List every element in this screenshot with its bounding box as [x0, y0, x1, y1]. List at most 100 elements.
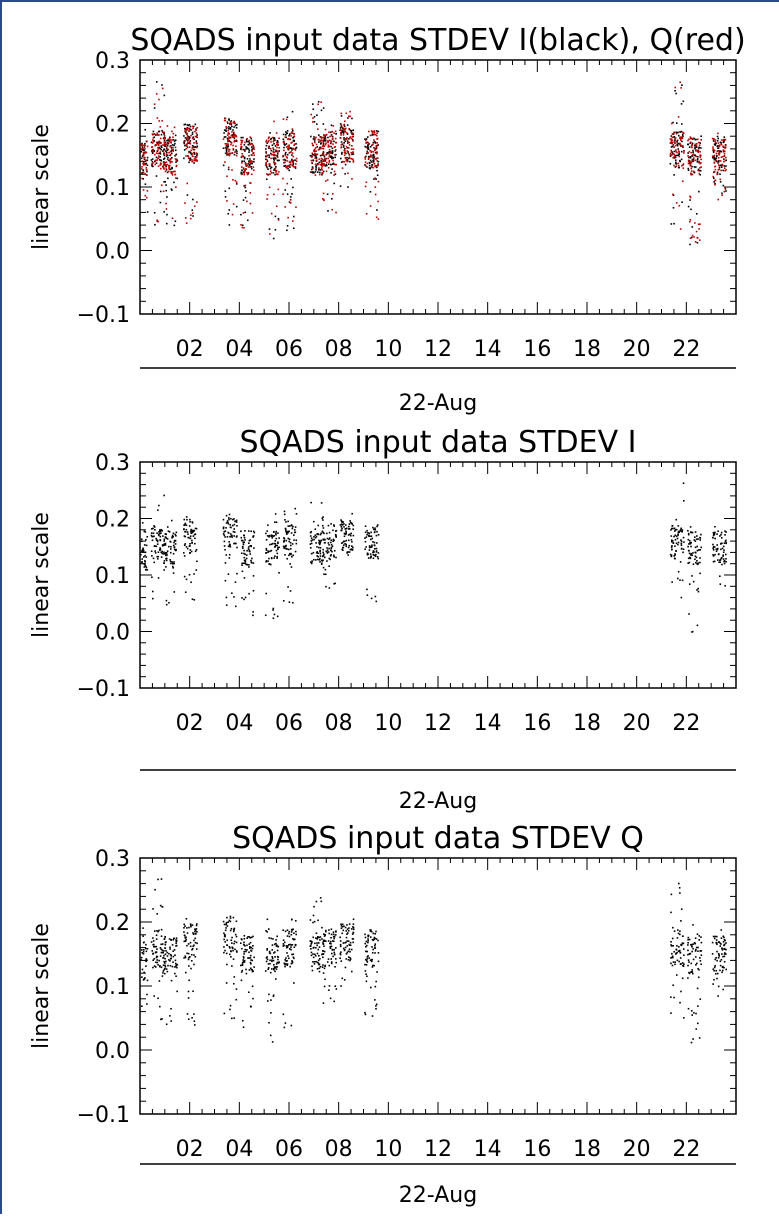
data-point [290, 524, 293, 526]
data-point [713, 531, 716, 534]
data-point [314, 141, 316, 144]
data-point [724, 953, 727, 955]
data-point [233, 976, 236, 978]
data-point [189, 521, 191, 523]
data-point [274, 162, 277, 165]
data-point [235, 154, 238, 157]
data-point [249, 947, 251, 950]
data-point [700, 166, 702, 168]
data-point [329, 151, 331, 153]
data-point [374, 177, 377, 179]
data-point [319, 555, 322, 557]
data-point [247, 172, 250, 175]
data-point [193, 1020, 196, 1023]
data-point [183, 123, 186, 126]
data-point [265, 960, 268, 963]
data-point [172, 938, 175, 941]
data-point [159, 529, 161, 532]
data-point [174, 158, 177, 160]
data-point [266, 198, 268, 200]
data-point [164, 145, 167, 147]
data-point [168, 952, 170, 955]
data-point [364, 548, 366, 551]
data-point [715, 157, 718, 159]
data-point [165, 167, 167, 169]
data-point [351, 523, 353, 525]
data-point [172, 136, 174, 139]
data-point [185, 138, 188, 141]
data-point [156, 117, 159, 119]
data-point [276, 552, 279, 555]
data-point [143, 566, 146, 568]
data-point [244, 539, 246, 541]
data-point [711, 941, 714, 944]
data-point [318, 954, 320, 957]
data-point [157, 141, 159, 144]
data-point [144, 947, 147, 950]
data-point [326, 537, 329, 540]
data-point [233, 132, 235, 135]
data-point [278, 137, 280, 140]
data-point [243, 156, 246, 159]
data-point [364, 156, 366, 159]
data-point [340, 529, 342, 532]
data-point [674, 963, 676, 966]
data-point [164, 533, 167, 535]
data-point [364, 158, 367, 160]
data-point [141, 561, 143, 564]
data-point [674, 166, 677, 168]
data-point [312, 520, 315, 523]
data-point [673, 535, 675, 538]
data-point [274, 544, 277, 547]
data-point [723, 943, 726, 946]
data-point [270, 534, 273, 537]
data-point [309, 531, 312, 534]
data-point [191, 131, 194, 134]
data-point [228, 154, 231, 157]
data-point [324, 138, 327, 141]
data-point [190, 528, 192, 531]
data-point [323, 155, 326, 158]
data-point [225, 982, 228, 984]
data-point [330, 172, 332, 174]
data-point [289, 525, 291, 527]
data-point [233, 126, 235, 128]
data-point [232, 129, 234, 131]
data-point [288, 935, 291, 938]
data-point [689, 952, 692, 955]
data-point [291, 158, 293, 161]
data-point [324, 158, 327, 161]
data-point [142, 163, 144, 165]
data-point [681, 140, 683, 143]
data-point [367, 532, 369, 534]
data-point [720, 533, 722, 536]
data-point [687, 964, 689, 967]
data-point [327, 542, 330, 544]
data-point [183, 575, 186, 578]
data-point [248, 151, 250, 153]
data-point [345, 527, 348, 530]
data-point [711, 953, 714, 955]
data-point [673, 930, 676, 932]
data-point [250, 968, 253, 971]
data-point [295, 146, 298, 149]
data-point [288, 169, 291, 172]
data-point [335, 535, 337, 537]
data-point [688, 138, 690, 141]
data-point [291, 149, 293, 151]
data-point [196, 146, 198, 149]
data-point [288, 957, 290, 960]
data-point [323, 573, 325, 576]
data-point [346, 928, 349, 930]
data-point [170, 519, 173, 522]
data-point [719, 559, 721, 562]
data-point [189, 125, 192, 128]
data-point [172, 171, 174, 173]
data-point [184, 591, 187, 594]
data-point [195, 159, 197, 162]
data-point [690, 162, 693, 164]
data-point [273, 963, 275, 966]
data-point [248, 530, 250, 532]
data-point [340, 924, 343, 927]
data-point [165, 202, 167, 205]
